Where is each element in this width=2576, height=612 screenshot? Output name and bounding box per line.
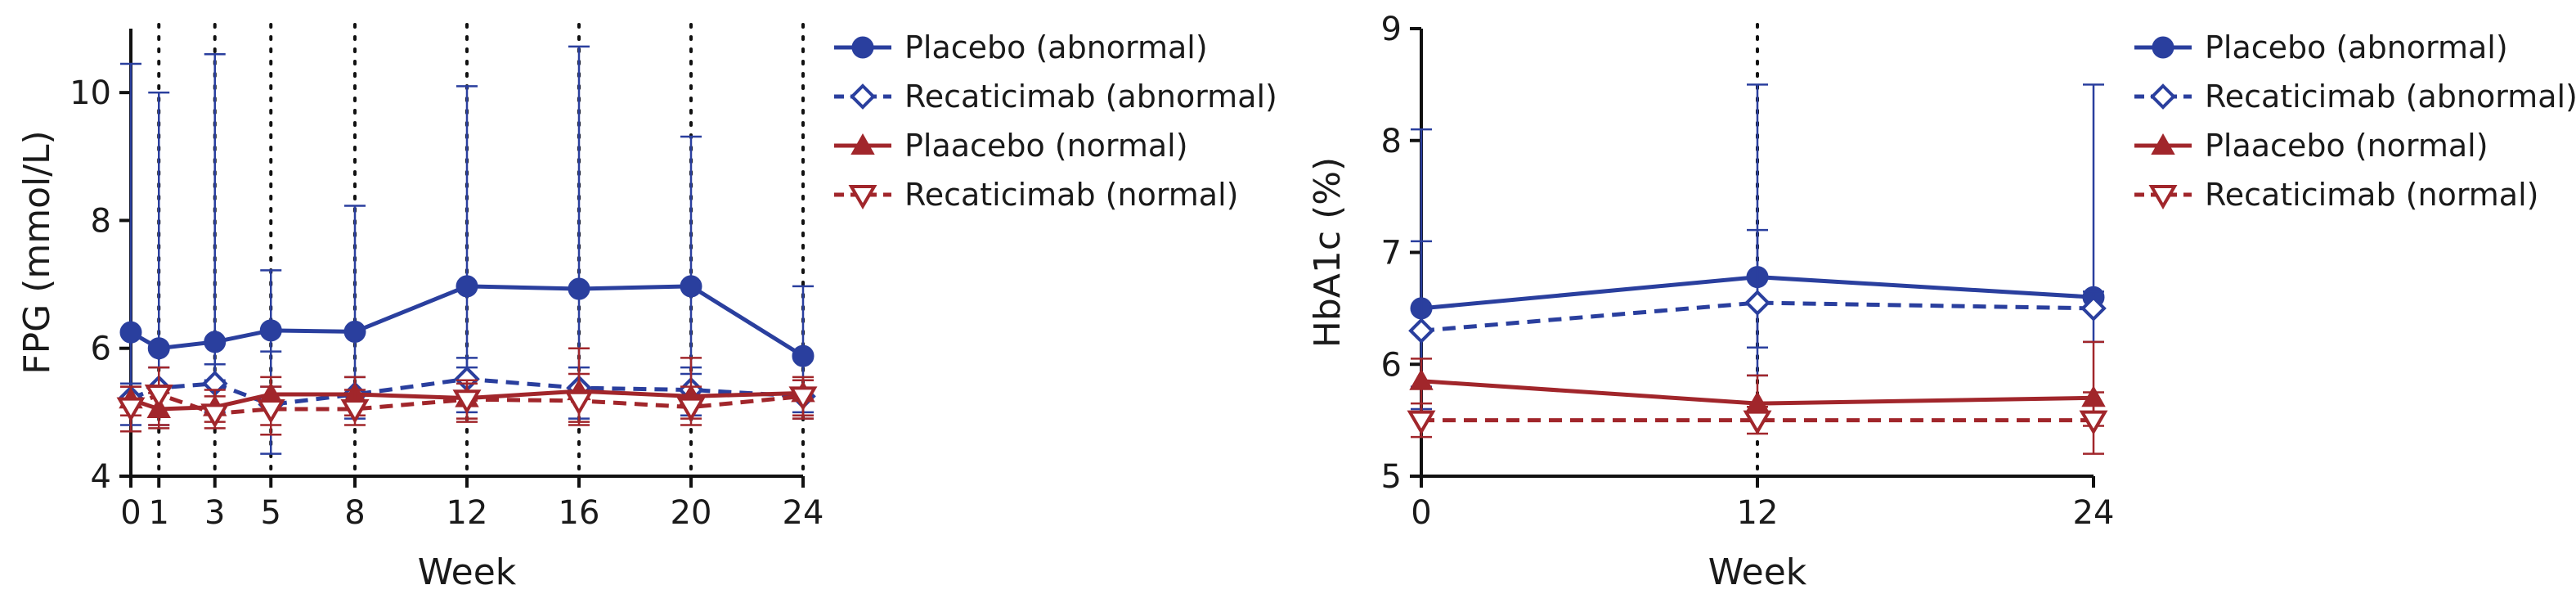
data-point bbox=[564, 390, 594, 416]
data-point bbox=[1407, 410, 1436, 435]
legend-marker bbox=[2150, 83, 2176, 110]
legend-marker bbox=[850, 83, 876, 110]
legend-item: Recaticimab (normal) bbox=[834, 177, 1238, 213]
legend-marker bbox=[2152, 36, 2174, 59]
y-tick-label: 6 bbox=[1381, 346, 1402, 384]
data-point bbox=[147, 337, 170, 360]
data-point bbox=[456, 275, 478, 298]
legend-item: Placebo (abnormal) bbox=[2134, 29, 2508, 65]
data-point bbox=[788, 386, 818, 412]
legend-label: Plaacebo (normal) bbox=[904, 128, 1188, 164]
fpg-chart: 4 6 8 10 0 1 3 5 8 12 16 20 24 Week FPG (mmol/L) Placeb… bbox=[16, 23, 1277, 593]
data-point bbox=[676, 397, 706, 422]
x-tick-label: 5 bbox=[261, 494, 281, 532]
legend-item: Recaticimab (normal) bbox=[2134, 177, 2538, 213]
y-tick-label: 8 bbox=[91, 202, 111, 240]
x-tick-label: 8 bbox=[344, 494, 365, 532]
y-axis-label: FPG (mmol/L) bbox=[16, 130, 58, 374]
series-1 bbox=[1408, 228, 2107, 411]
legend-label: Recaticimab (abnormal) bbox=[904, 79, 1277, 115]
y-tick-label: 10 bbox=[70, 74, 111, 112]
legend-label: Recaticimab (normal) bbox=[904, 177, 1238, 213]
data-point bbox=[340, 398, 370, 424]
y-tick-label: 9 bbox=[1381, 11, 1402, 48]
legend-marker bbox=[851, 36, 874, 59]
data-point bbox=[259, 319, 282, 342]
series-line bbox=[1420, 300, 2094, 333]
legend-label: Plaacebo (normal) bbox=[2205, 128, 2488, 164]
legend-marker bbox=[2148, 185, 2178, 209]
y-tick-label: 4 bbox=[91, 458, 111, 496]
y-axis-label: HbA1c (%) bbox=[1307, 157, 1349, 348]
x-tick-label: 0 bbox=[1411, 494, 1431, 532]
x-axis-label: Week bbox=[1708, 551, 1807, 593]
legend-item: Plaacebo (normal) bbox=[2134, 128, 2488, 164]
legend-label: Placebo (abnormal) bbox=[2205, 29, 2508, 65]
data-point bbox=[1408, 317, 1434, 344]
data-point bbox=[200, 403, 230, 429]
legend-item: Recaticimab (abnormal) bbox=[834, 79, 1277, 115]
x-axis-label: Week bbox=[418, 551, 517, 593]
y-tick-label: 5 bbox=[1381, 458, 1402, 496]
legend-label: Recaticimab (abnormal) bbox=[2205, 79, 2576, 115]
legend-item: Recaticimab (abnormal) bbox=[2134, 79, 2576, 115]
legend-marker bbox=[850, 133, 875, 155]
data-point bbox=[2079, 410, 2108, 435]
data-point bbox=[680, 275, 702, 298]
data-point bbox=[1743, 410, 1772, 435]
series-3 bbox=[116, 366, 818, 436]
y-tick-label: 7 bbox=[1381, 235, 1402, 272]
legend-label: Placebo (abnormal) bbox=[904, 29, 1208, 65]
legend-item: Placebo (abnormal) bbox=[834, 29, 1208, 65]
series-3 bbox=[1407, 391, 2108, 455]
series-line bbox=[129, 392, 804, 416]
y-tick-label: 8 bbox=[1381, 123, 1402, 160]
data-point bbox=[792, 344, 815, 367]
x-tick-label: 24 bbox=[783, 494, 824, 532]
hba1c-chart: 5 6 7 8 9 0 12 24 Week HbA1c (%) Placebo (abnormal… bbox=[1307, 11, 2576, 593]
data-point bbox=[2080, 295, 2107, 322]
data-point bbox=[144, 384, 173, 409]
x-tick-label: 12 bbox=[447, 494, 488, 532]
data-point bbox=[204, 331, 227, 353]
legend-marker bbox=[2151, 133, 2175, 155]
x-tick-label: 24 bbox=[2073, 494, 2115, 532]
x-tick-label: 3 bbox=[204, 494, 225, 532]
x-tick-label: 0 bbox=[120, 494, 141, 532]
legend-marker bbox=[848, 185, 877, 209]
data-point bbox=[1744, 290, 1770, 316]
series-line bbox=[130, 376, 804, 407]
x-tick-label: 1 bbox=[149, 494, 169, 532]
x-tick-label: 20 bbox=[671, 494, 712, 532]
data-point bbox=[119, 321, 142, 344]
data-point bbox=[256, 398, 285, 424]
legend-label: Recaticimab (normal) bbox=[2205, 177, 2538, 213]
data-point bbox=[568, 277, 590, 300]
x-tick-label: 12 bbox=[1737, 494, 1779, 532]
legend-item: Plaacebo (normal) bbox=[834, 128, 1188, 164]
x-tick-label: 16 bbox=[559, 494, 600, 532]
data-point bbox=[1409, 368, 1434, 390]
data-point bbox=[116, 397, 146, 422]
data-point bbox=[343, 320, 366, 343]
data-point bbox=[452, 389, 482, 415]
y-tick-label: 6 bbox=[91, 331, 111, 368]
